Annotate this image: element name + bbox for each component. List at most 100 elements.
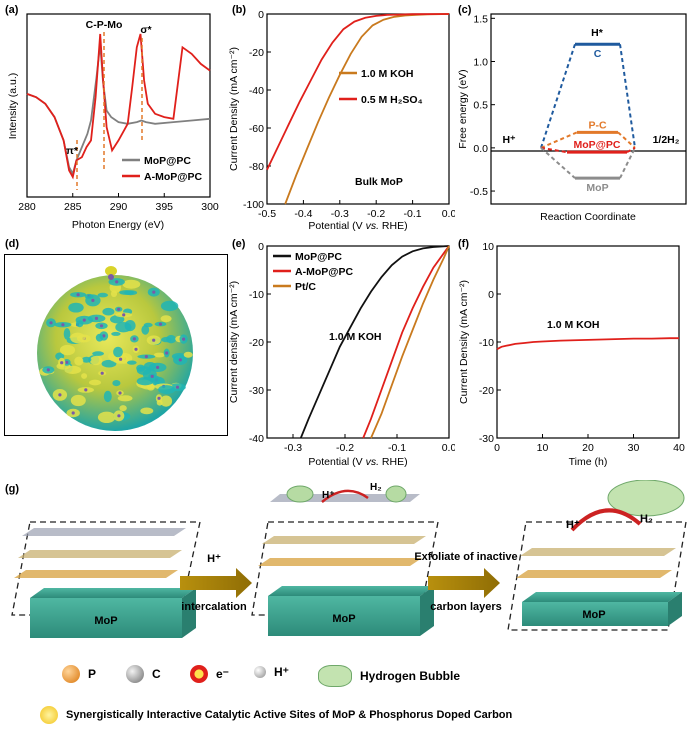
chart-c-level-label-3: MoP@PC xyxy=(574,139,621,151)
charge-lobe xyxy=(113,346,123,358)
chart-e: Current density (mA cm⁻²) Potential (V v… xyxy=(228,241,455,468)
electron-icon xyxy=(190,665,208,683)
proton-icon xyxy=(254,666,266,678)
charge-lobe xyxy=(102,307,115,316)
chart-b-xtick-label: -0.5 xyxy=(258,208,276,220)
scheme-bubble-small-1 xyxy=(286,485,314,503)
chart-b-series-2 xyxy=(266,13,450,171)
charge-lobe xyxy=(63,328,71,340)
chart-c-connector-4 xyxy=(540,147,636,179)
legend-bubble: Hydrogen Bubble xyxy=(318,665,460,687)
atom-dot xyxy=(122,313,126,317)
chart-b-xtick-label: -0.3 xyxy=(331,208,349,220)
atom-dot xyxy=(46,368,50,372)
scheme-block-1: MoP xyxy=(11,521,201,638)
atom-dot xyxy=(144,355,148,359)
legend-c: C xyxy=(126,665,161,683)
atom-dot xyxy=(175,385,180,389)
chart-c-half-h2: 1/2H₂ xyxy=(653,134,680,146)
atom-dot xyxy=(61,323,65,327)
chart-a-xtick-label: 300 xyxy=(201,201,219,213)
charge-lobe xyxy=(95,333,104,342)
phosphorus-atom-icon xyxy=(62,665,80,683)
atom-dot xyxy=(84,388,88,392)
atom-dot xyxy=(100,371,104,375)
chart-b-annotation: Bulk MoP xyxy=(355,176,403,188)
charge-lobe xyxy=(112,380,121,387)
charge-lobe xyxy=(140,407,154,415)
charge-lobe xyxy=(153,352,165,358)
panel-label-f: (f) xyxy=(458,238,469,250)
chart-e-xlabel: Potential (V vs. RHE) xyxy=(308,456,407,468)
chart-c-connector-1 xyxy=(540,43,636,149)
chart-f-xlabel: Time (h) xyxy=(569,456,608,468)
chart-b-ytick-label: 0 xyxy=(258,9,264,21)
chart-f-xtick-label: 0 xyxy=(494,442,500,454)
chart-e-ytick-label: -10 xyxy=(249,289,264,301)
legend-p-label: P xyxy=(88,667,97,681)
atom-dot xyxy=(60,361,64,365)
scheme-block-3: MoP H⁺ H₂ xyxy=(507,480,687,631)
atom-dot xyxy=(118,391,122,395)
scheme-arrow-hplus-3 xyxy=(570,508,642,532)
charge-lobe xyxy=(97,411,116,423)
chart-a-frame xyxy=(26,13,211,198)
charge-density-image xyxy=(4,254,228,436)
atom-dot xyxy=(49,321,53,325)
legend-bubble-label: Hydrogen Bubble xyxy=(360,669,461,683)
chart-b-ytick-label: -100 xyxy=(243,199,264,211)
atom-dot xyxy=(117,414,121,418)
charge-lobe xyxy=(136,377,154,386)
scheme-block-1-mop: MoP xyxy=(94,615,117,627)
chart-f-ylabel: Current Density (mA cm⁻²) xyxy=(458,280,470,404)
chart-a-ylabel: Intensity (a.u.) xyxy=(7,73,19,140)
chart-b-ytick-label: -60 xyxy=(249,123,264,135)
chart-c-frame xyxy=(490,13,687,205)
atom-dot xyxy=(82,318,86,322)
carbon-atom-icon xyxy=(126,665,144,683)
charge-lobe xyxy=(68,302,84,313)
chart-c-ylabel: Free energy (eV) xyxy=(457,69,469,148)
chart-e-ytick-label: 0 xyxy=(258,241,264,253)
atom-dot xyxy=(178,358,182,362)
atom-dot xyxy=(99,324,104,328)
chart-b-ytick-label: -80 xyxy=(249,161,264,173)
chart-a-annot-pi: π* xyxy=(66,145,79,157)
charge-lobe xyxy=(81,373,88,379)
charge-lobe xyxy=(143,322,153,328)
charge-lobe xyxy=(89,355,103,366)
chart-b-xtick-label: -0.4 xyxy=(294,208,312,220)
chart-e-xtick-label: -0.1 xyxy=(388,442,406,454)
chart-e-xtick-label: 0.0 xyxy=(442,442,455,454)
panel-label-c: (c) xyxy=(458,4,472,16)
charge-lobe xyxy=(111,331,121,336)
chart-b-legend-koh: 1.0 M KOH xyxy=(361,68,414,80)
atom-dot xyxy=(165,351,169,355)
chart-b-legend-h2so4: 0.5 M H₂SO₄ xyxy=(361,94,423,106)
chart-b-xtick-label: -0.2 xyxy=(367,208,385,220)
chart-c-level-label-1: C xyxy=(594,48,602,60)
chart-f-annotation: 1.0 M KOH xyxy=(547,319,600,331)
chart-a-xtick-label: 290 xyxy=(110,201,128,213)
atom-dot xyxy=(117,307,121,311)
atom-dot xyxy=(58,393,62,397)
hydrogen-bubble-icon xyxy=(318,665,352,687)
panel-label-g: (g) xyxy=(5,483,20,495)
atom-dot xyxy=(156,365,160,369)
chart-f-ytick-label: 0 xyxy=(488,289,494,301)
chart-c-ytick-label: 1.5 xyxy=(473,13,488,25)
chart-a: Intensity (a.u.) Photon Energy (eV) 280 2… xyxy=(7,13,219,231)
chart-e-xtick-label: -0.2 xyxy=(336,442,354,454)
charge-lobe xyxy=(141,325,150,335)
chart-c-ytick-label: 0.0 xyxy=(473,143,488,155)
chart-c-ytick-label: 0.5 xyxy=(473,100,488,112)
chart-e-ytick-label: -30 xyxy=(249,385,264,397)
chart-b-xtick-label: 0.0 xyxy=(442,208,455,220)
charge-lobe xyxy=(183,351,193,358)
chart-a-legend-amop: A-MoP@PC xyxy=(144,171,202,183)
scheme-block-3-hplus: H⁺ xyxy=(566,519,580,531)
chart-e-series-1 xyxy=(299,245,450,439)
chart-c-hstar: H* xyxy=(591,27,604,39)
chart-a-series-2 xyxy=(26,33,211,180)
charge-lobe xyxy=(117,395,133,402)
